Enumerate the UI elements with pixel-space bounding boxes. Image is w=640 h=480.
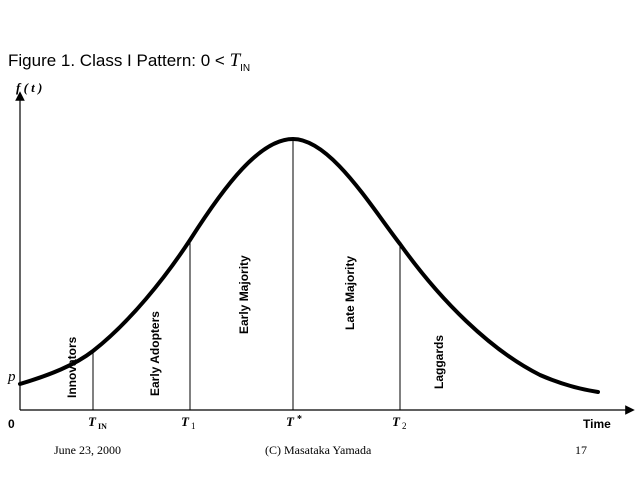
region-label-early-adopters: Early Adopters xyxy=(148,311,162,396)
marker-t2-var: T xyxy=(392,414,401,429)
marker-t-in-var: T xyxy=(88,414,97,429)
marker-t1-var: T xyxy=(181,414,190,429)
marker-t1: T 1 xyxy=(181,414,196,431)
marker-t1-sub: 1 xyxy=(191,421,196,431)
marker-t2: T 2 xyxy=(392,414,407,431)
marker-t-in: T IN xyxy=(88,414,107,431)
p-label: p xyxy=(7,369,16,385)
marker-tstar: T * xyxy=(286,414,302,429)
y-axis-label: f ( t ) xyxy=(16,80,42,95)
marker-tstar-var: T xyxy=(286,414,295,429)
marker-t2-sub: 2 xyxy=(402,421,407,431)
x-axis-label: Time xyxy=(583,417,611,431)
region-label-laggards: Laggards xyxy=(432,335,446,389)
region-label-early-majority: Early Majority xyxy=(237,255,251,334)
footer-author: (C) Masataka Yamada xyxy=(265,443,372,457)
footer-date: June 23, 2000 xyxy=(54,443,121,457)
figure-title: Figure 1. Class I Pattern: 0 < TIN xyxy=(8,50,251,74)
figure-title-variable: T xyxy=(229,50,241,71)
marker-tstar-sub: * xyxy=(297,414,302,425)
figure-title-subscript: IN xyxy=(240,63,251,74)
footer-page-number: 17 xyxy=(575,443,587,457)
region-label-late-majority: Late Majority xyxy=(343,256,357,330)
origin-label: 0 xyxy=(8,417,15,431)
figure-title-prefix: Figure 1. Class I Pattern: 0 < xyxy=(8,51,230,70)
marker-t-in-sub: IN xyxy=(98,422,107,431)
adoption-curve xyxy=(18,136,600,394)
region-label-innovators: Innovators xyxy=(65,336,79,398)
